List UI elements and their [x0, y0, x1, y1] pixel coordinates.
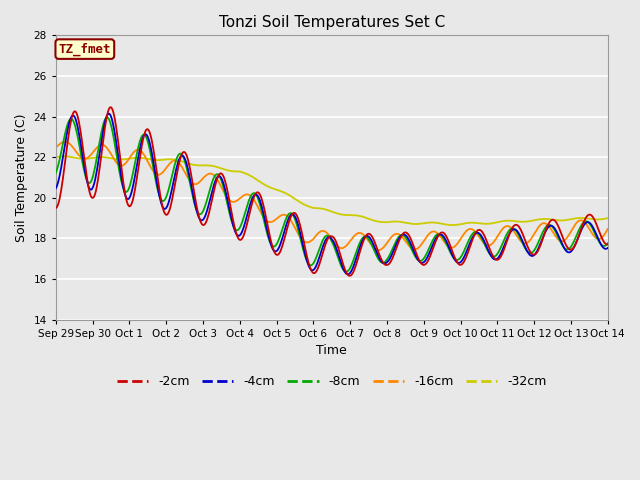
- Legend: -2cm, -4cm, -8cm, -16cm, -32cm: -2cm, -4cm, -8cm, -16cm, -32cm: [112, 370, 552, 393]
- Y-axis label: Soil Temperature (C): Soil Temperature (C): [15, 113, 28, 242]
- Text: TZ_fmet: TZ_fmet: [59, 42, 111, 56]
- X-axis label: Time: Time: [316, 344, 347, 357]
- Title: Tonzi Soil Temperatures Set C: Tonzi Soil Temperatures Set C: [219, 15, 445, 30]
